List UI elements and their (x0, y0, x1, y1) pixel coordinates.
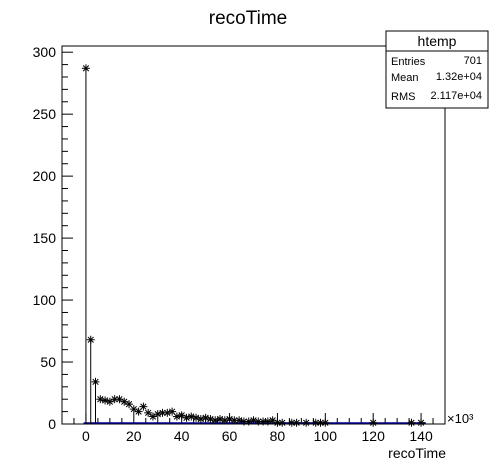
data-point-marker (182, 413, 191, 422)
data-point-marker (101, 396, 110, 405)
data-point-marker (148, 412, 157, 421)
stats-entries-value: 701 (464, 55, 482, 67)
x-tick-label: 140 (409, 428, 433, 444)
stats-box: htemp Entries 701 Mean 1.32e+04 RMS 2.11… (385, 30, 489, 109)
data-point-marker (302, 418, 311, 427)
data-point-marker (417, 418, 426, 427)
y-tick-label: 50 (40, 354, 56, 370)
data-point-marker (316, 418, 325, 427)
data-point-marker (278, 418, 287, 427)
stats-mean-value: 1.32e+04 (436, 71, 482, 83)
stats-rms-label: RMS (391, 91, 415, 103)
x-tick-label: 40 (174, 428, 190, 444)
data-point-marker (134, 407, 143, 416)
data-point-marker (407, 418, 416, 427)
data-point-marker (91, 377, 100, 386)
data-point-marker (120, 397, 129, 406)
data-point-marker (125, 400, 134, 409)
data-point-marker (211, 416, 220, 425)
data-point-marker (192, 413, 201, 422)
data-point-marker (163, 408, 172, 417)
data-point-marker (244, 417, 253, 426)
x-tick-label: 120 (362, 428, 386, 444)
data-point-marker (168, 407, 177, 416)
x-axis-multiplier: ×10³ (447, 411, 474, 426)
x-tick-label: 80 (270, 428, 286, 444)
data-point-marker (249, 416, 258, 425)
data-point-marker (196, 415, 205, 424)
data-point-marker (96, 395, 105, 404)
stats-mean-label: Mean (391, 72, 419, 84)
data-point-marker (321, 418, 330, 427)
stats-box-frame (385, 30, 489, 109)
x-tick-label: 60 (222, 428, 238, 444)
x-axis-title: recoTime (388, 445, 446, 461)
data-point-marker (369, 418, 378, 427)
x-tick-label: 20 (126, 428, 142, 444)
data-point-marker (139, 402, 148, 411)
y-tick-label: 300 (33, 44, 57, 60)
y-tick-label: 200 (33, 168, 57, 184)
y-tick-label: 150 (33, 230, 57, 246)
data-point-marker (86, 335, 95, 344)
y-tick-label: 250 (33, 106, 57, 122)
data-point-marker (153, 410, 162, 419)
x-tick-label: 100 (314, 428, 338, 444)
data-point-marker (81, 64, 90, 73)
data-point-marker (220, 416, 229, 425)
data-point-marker (201, 413, 210, 422)
stats-box-title: htemp (418, 33, 457, 49)
data-point-marker (215, 415, 224, 424)
data-series (81, 64, 426, 427)
data-point-marker (225, 415, 234, 424)
data-point-marker (187, 412, 196, 421)
data-point-marker (206, 415, 215, 424)
data-point-marker (235, 416, 244, 425)
data-point-marker (287, 418, 296, 427)
y-tick-label: 100 (33, 292, 57, 308)
stats-rms-value: 2.117e+04 (431, 90, 483, 102)
data-point-marker (129, 405, 138, 414)
y-axis: 0 50 100 150 200 250 300 (33, 44, 73, 432)
x-tick-label: 0 (82, 428, 90, 444)
chart-title: recoTime (209, 8, 287, 29)
y-tick-label: 0 (48, 416, 56, 432)
data-point-marker (172, 412, 181, 421)
data-point-marker (292, 418, 301, 427)
data-point-marker (263, 417, 272, 426)
stats-entries-label: Entries (391, 56, 426, 68)
data-point-marker (144, 408, 153, 417)
